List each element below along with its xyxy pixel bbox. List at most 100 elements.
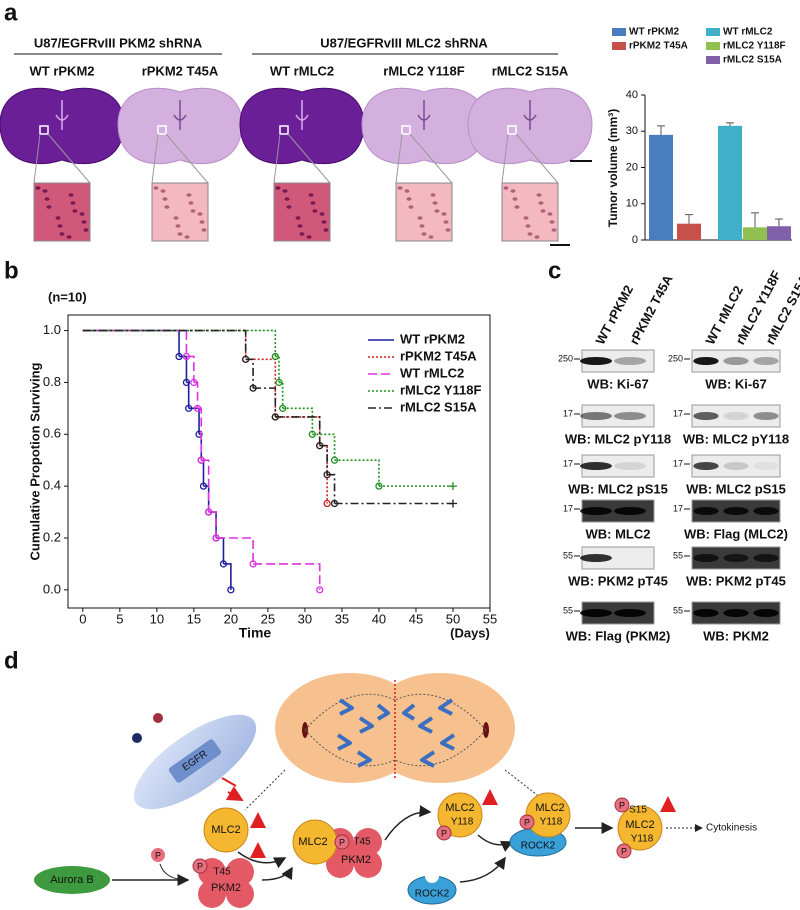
error-bar bbox=[775, 218, 783, 227]
censor-mark bbox=[448, 482, 457, 491]
mlc2-protein bbox=[617, 805, 663, 851]
arrow bbox=[159, 863, 189, 881]
node-label: MLC2 bbox=[211, 824, 240, 836]
nucleus bbox=[275, 186, 281, 190]
blot-label: WB: MLC2 pS15 bbox=[568, 481, 668, 496]
phosphate bbox=[436, 825, 452, 841]
zoom-line bbox=[287, 133, 331, 184]
y-tick-label: 10 bbox=[626, 198, 638, 210]
blot-label: WB: PKM2 pT45 bbox=[686, 573, 786, 588]
nucleus bbox=[310, 201, 316, 205]
bar bbox=[767, 226, 791, 240]
nucleus bbox=[42, 189, 48, 193]
panel-label: c bbox=[548, 257, 561, 284]
panel-label: d bbox=[4, 647, 19, 674]
zoom-line bbox=[395, 133, 403, 184]
band bbox=[753, 609, 779, 617]
nucleus bbox=[188, 201, 194, 205]
band bbox=[614, 554, 646, 562]
node-label: P bbox=[621, 846, 627, 856]
node-label: P bbox=[155, 850, 161, 860]
mlc2-protein bbox=[525, 792, 571, 838]
nucleus bbox=[445, 228, 451, 232]
nucleus bbox=[514, 205, 520, 209]
node-label: S15 bbox=[629, 805, 647, 816]
band bbox=[723, 609, 749, 617]
nucleus bbox=[46, 205, 52, 209]
cell bbox=[365, 673, 515, 783]
size-marker: 17 bbox=[563, 408, 573, 418]
survival-step bbox=[223, 563, 232, 590]
y-axis-label: Tumor volume (mm³) bbox=[606, 109, 620, 227]
blot-label: WB: PKM2 bbox=[703, 628, 769, 643]
nucleus bbox=[83, 228, 89, 232]
survival-step bbox=[201, 459, 205, 487]
band bbox=[693, 507, 719, 515]
survival-step bbox=[275, 355, 280, 383]
brain-ventricle bbox=[295, 100, 309, 130]
node-label: Cytokinesis bbox=[706, 823, 757, 834]
band bbox=[693, 609, 719, 617]
nucleus bbox=[547, 212, 553, 216]
survival-step bbox=[208, 511, 217, 538]
legend-label: rMLC2 Y118F bbox=[400, 382, 481, 397]
x-tick-label: 20 bbox=[224, 611, 238, 626]
survival-step bbox=[216, 537, 254, 564]
node-label: P bbox=[441, 828, 447, 838]
sample-label: rMLC2 Y118F bbox=[383, 63, 464, 78]
nucleus bbox=[419, 224, 425, 228]
nucleus bbox=[538, 201, 544, 205]
zoom-line bbox=[47, 133, 91, 184]
nucleus bbox=[512, 197, 518, 201]
survival-step bbox=[282, 407, 314, 435]
survival-step bbox=[188, 407, 200, 435]
aurora-b bbox=[34, 866, 110, 894]
phosphate bbox=[192, 858, 208, 874]
y-tick-label: 0.2 bbox=[43, 529, 61, 544]
band bbox=[580, 357, 612, 365]
roi-box bbox=[279, 125, 289, 135]
y-tick-label: 0.4 bbox=[43, 478, 61, 493]
node-label: PKM2 bbox=[341, 854, 371, 866]
panel-label: b bbox=[4, 257, 19, 284]
survival-step bbox=[216, 537, 225, 564]
bar bbox=[677, 223, 701, 240]
arrow bbox=[477, 834, 514, 852]
nucleus bbox=[430, 193, 436, 197]
legend-label: WT rMLC2 bbox=[723, 27, 773, 38]
blot bbox=[691, 349, 781, 373]
legend-label: WT rMLC2 bbox=[400, 365, 464, 380]
legend-label: rMLC2 S15A bbox=[723, 55, 782, 66]
band bbox=[580, 412, 612, 420]
nucleus bbox=[312, 209, 318, 213]
y-tick-label: 0 bbox=[632, 234, 638, 246]
blot-label: WB: MLC2 pS15 bbox=[686, 481, 786, 496]
blot-label: WB: PKM2 pT45 bbox=[568, 573, 668, 588]
node-label: PKM2 bbox=[211, 882, 241, 894]
zoom-line bbox=[501, 133, 509, 184]
brain-ventricle bbox=[523, 100, 537, 130]
zoom-line bbox=[33, 133, 41, 184]
nucleus bbox=[540, 209, 546, 213]
sample-label: WT rMLC2 bbox=[270, 63, 334, 78]
nucleus bbox=[190, 209, 196, 213]
group-label: U87/EGFRvIII PKM2 shRNA bbox=[34, 35, 203, 50]
size-marker: 17 bbox=[673, 408, 683, 418]
size-marker: 17 bbox=[673, 458, 683, 468]
diagram: EGFR MLC2 Aurora B P P T45 PKM2 MLC2 P T… bbox=[34, 673, 757, 908]
legend-label: rMLC2 S15A bbox=[400, 399, 477, 414]
phosphate bbox=[519, 814, 535, 830]
micrograph bbox=[501, 182, 559, 242]
band bbox=[580, 554, 612, 562]
band bbox=[614, 462, 646, 470]
nucleus bbox=[551, 228, 557, 232]
roi-box bbox=[507, 125, 517, 135]
nucleus bbox=[57, 224, 63, 228]
nucleus bbox=[72, 209, 78, 213]
roi-box bbox=[401, 125, 411, 135]
nucleus bbox=[177, 232, 183, 236]
blot bbox=[691, 454, 781, 478]
size-marker: 55 bbox=[563, 550, 573, 560]
blot-label: WB: Ki-67 bbox=[587, 376, 648, 391]
nucleus bbox=[421, 232, 427, 236]
